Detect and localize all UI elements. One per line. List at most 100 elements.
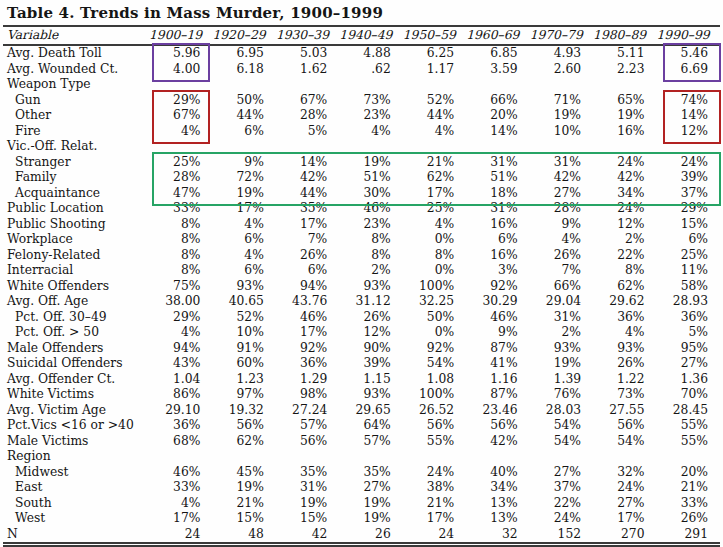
cell-value: 93% [339,279,402,295]
cell-value: 4% [339,124,402,140]
cell-value: 19% [276,496,339,512]
cell-value: 54% [403,356,466,372]
table-row: West17%15%15%19%17%13%24%17%26% [3,511,720,527]
cell-value: 26% [593,356,656,372]
cell-value: 16% [466,248,529,264]
cell-value: 0% [403,325,466,341]
cell-value: 6% [212,124,275,140]
cell-value: 7% [530,263,593,279]
cell-value: 3.59 [466,62,529,78]
cell-value: 70% [657,387,721,403]
table-row: South4%21%19%19%21%13%22%27%33% [3,496,720,512]
table-row: East33%19%31%27%38%34%37%24%21% [3,480,720,496]
cell-value: 23.46 [466,403,529,419]
cell-empty [530,449,593,465]
cell-value: 21% [212,496,275,512]
cell-value: 29.62 [593,294,656,310]
cell-value: 32% [593,465,656,481]
cell-value: 35% [276,465,339,481]
cell-empty [657,449,721,465]
cell-value: 62% [403,170,466,186]
cell-value: 1.16 [466,372,529,388]
cell-value: 5.11 [593,45,656,62]
row-label: Acquaintance [3,186,149,202]
cell-value: 2% [530,325,593,341]
table-row: Pct.Vics <16 or >4036%56%57%64%56%56%54%… [3,418,720,434]
cell-empty [403,77,466,93]
cell-value: 50% [212,93,275,109]
row-label: Interracial [3,263,149,279]
cell-value: 2.60 [530,62,593,78]
cell-value: 35% [276,201,339,217]
cell-value: 17% [276,217,339,233]
cell-empty [593,139,656,155]
cell-value: 17% [593,511,656,527]
cell-value: 30% [339,186,402,202]
cell-value: 43% [149,356,212,372]
cell-value: 48 [212,527,275,545]
cell-value: 18% [466,186,529,202]
cell-value: 38.00 [149,294,212,310]
cell-value: 25% [149,155,212,171]
cell-empty [657,139,721,155]
cell-value: 28.03 [530,403,593,419]
cell-value: 92% [403,341,466,357]
cell-value: 6.69 [657,62,721,78]
table-row: Felony-Related8%4%26%8%8%16%26%22%25% [3,248,720,264]
cell-value: 68% [149,434,212,450]
cell-value: 24% [593,155,656,171]
cell-value: 37% [657,186,721,202]
table-row: White Offenders75%93%94%93%100%92%66%62%… [3,279,720,295]
cell-value: 28% [530,201,593,217]
cell-value: 37% [530,480,593,496]
cell-value: 2.23 [593,62,656,78]
cell-value: 100% [403,387,466,403]
year-column-header: 1950–59 [403,27,466,45]
cell-value: 9% [466,325,529,341]
cell-value: 73% [593,387,656,403]
cell-value: 4% [149,325,212,341]
cell-value: 1.29 [276,372,339,388]
cell-value: 19% [212,480,275,496]
table-row: Pct. Off. 30–4929%52%46%26%50%46%31%36%3… [3,310,720,326]
year-column-header: 1900–19 [149,27,212,45]
cell-value: 55% [657,418,721,434]
cell-value: 57% [339,434,402,450]
row-label: Male Offenders [3,341,149,357]
cell-value: 1.62 [276,62,339,78]
cell-value: 1.17 [403,62,466,78]
row-label: Pct. Off. > 50 [3,325,149,341]
cell-value: 8% [339,248,402,264]
cell-value: 4% [212,248,275,264]
cell-value: 29.04 [530,294,593,310]
cell-value: 93% [530,341,593,357]
cell-value: 27% [530,465,593,481]
cell-value: 66% [466,93,529,109]
cell-value: 39% [657,170,721,186]
row-label: N [3,527,149,545]
cell-value: 32.25 [403,294,466,310]
cell-value: 29% [149,310,212,326]
cell-value: 152 [530,527,593,545]
cell-value: 27% [657,356,721,372]
row-label: East [3,480,149,496]
cell-value: 24% [593,480,656,496]
cell-value: 47% [149,186,212,202]
table-row: Avg. Offender Ct.1.041.231.291.151.081.1… [3,372,720,388]
cell-value: 26% [530,248,593,264]
cell-value: 24% [530,511,593,527]
cell-value: 33% [149,201,212,217]
cell-value: 17% [276,325,339,341]
cell-value: 56% [593,418,656,434]
cell-value: 44% [403,108,466,124]
cell-value: 56% [466,418,529,434]
cell-value: 40.65 [212,294,275,310]
cell-value: 28% [276,108,339,124]
cell-value: 74% [657,93,721,109]
cell-value: 6.18 [212,62,275,78]
cell-value: 31.12 [339,294,402,310]
year-column-header: 1960–69 [466,27,529,45]
table-row: Family28%72%42%51%62%51%42%42%39% [3,170,720,186]
cell-empty [593,77,656,93]
cell-value: 6% [212,263,275,279]
